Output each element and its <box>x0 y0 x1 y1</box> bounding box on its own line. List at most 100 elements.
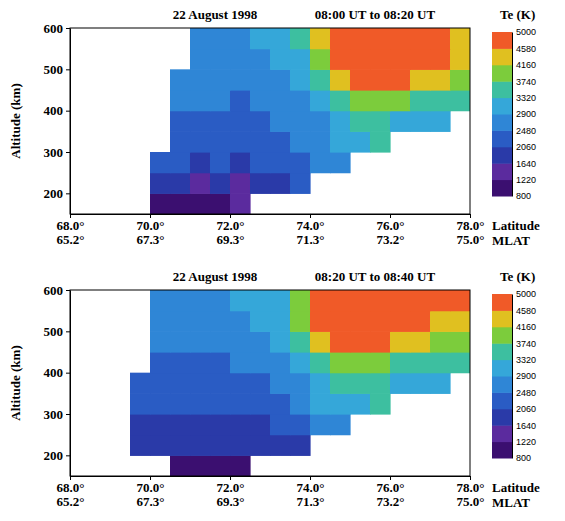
cell <box>210 152 231 173</box>
colorbar-axis-tick: 3740 <box>512 77 536 87</box>
cell <box>250 131 271 152</box>
cell <box>190 69 211 90</box>
y-axis-title: Altitude (km) <box>8 83 23 158</box>
colorbar-block <box>492 425 512 442</box>
cell <box>450 352 470 373</box>
cell <box>370 393 391 414</box>
x2-axis-tick: 71.3° <box>297 214 325 247</box>
colorbar-axis-tick-label: 2480 <box>516 388 536 398</box>
cell <box>350 311 371 332</box>
y-axis-line <box>70 29 71 215</box>
cell <box>250 290 271 311</box>
cell <box>430 290 451 311</box>
cell <box>310 28 331 49</box>
x2-axis-tick: 73.2° <box>377 214 405 247</box>
cell <box>270 173 291 194</box>
colorbar-axis-tick-label: 800 <box>516 191 531 201</box>
colorbar-axis-line <box>512 295 513 459</box>
cell <box>410 331 431 352</box>
cell <box>250 331 271 352</box>
colorbar-axis-tick-label: 1220 <box>516 175 536 185</box>
colorbar-axis-tick: 5000 <box>512 289 536 299</box>
colorbar-axis-tick: 2480 <box>512 388 536 398</box>
cell <box>270 28 291 49</box>
cell <box>250 69 271 90</box>
y-axis-tick-mark <box>66 111 70 112</box>
colorbar-block <box>492 442 512 459</box>
colorbar-axis: 8001220164020602480290033203740416045805… <box>512 289 536 463</box>
colorbar-axis-tick: 1220 <box>512 175 536 185</box>
title: 22 August 1998 <box>173 269 258 284</box>
cell <box>290 69 311 90</box>
cell <box>250 90 271 111</box>
cell <box>170 414 191 435</box>
colorbar-block <box>492 81 512 98</box>
cell <box>410 69 431 90</box>
cell <box>450 331 470 352</box>
x-axis-tick-label: 72.0° <box>217 218 245 233</box>
cell <box>370 352 391 373</box>
cell <box>310 69 331 90</box>
cell <box>230 414 251 435</box>
cell <box>190 455 211 476</box>
cell <box>190 393 211 414</box>
cell <box>410 90 431 111</box>
x-axis-line <box>71 214 471 215</box>
x-axis-title: Latitude <box>492 480 540 495</box>
colorbar-axis-tick: 3320 <box>512 93 536 103</box>
cell <box>250 173 271 194</box>
cell <box>290 152 311 173</box>
x2-axis-line <box>71 476 471 477</box>
colorbar-axis-tick: 2900 <box>512 371 536 381</box>
cell <box>230 111 251 132</box>
cell <box>350 373 371 394</box>
cell <box>210 173 231 194</box>
cell <box>190 28 211 49</box>
x-axis-tick: 72.0° <box>217 214 245 233</box>
cell <box>290 373 311 394</box>
x-axis-tick-label: 74.0° <box>297 218 325 233</box>
cell <box>290 435 311 456</box>
cell <box>150 435 171 456</box>
x2-axis-tick: 67.3° <box>137 476 165 509</box>
colorbar-axis-tick: 1220 <box>512 437 536 447</box>
cell <box>350 393 371 414</box>
cell <box>430 352 451 373</box>
cell <box>250 311 271 332</box>
cell <box>310 331 331 352</box>
y-axis-tick: 600 <box>44 283 71 298</box>
colorbar-axis-tick: 800 <box>512 191 531 201</box>
cell <box>190 435 211 456</box>
cell <box>290 173 311 194</box>
y-axis-tick: 500 <box>44 324 71 339</box>
colorbar-axis-tick: 1640 <box>512 421 536 431</box>
colorbar-axis-tick: 4160 <box>512 322 536 332</box>
colorbar-axis-tick-label: 4160 <box>516 60 536 70</box>
cell <box>190 311 211 332</box>
y-axis-tick-label: 600 <box>44 283 64 298</box>
x-axis-tick: 72.0° <box>217 476 245 495</box>
cell <box>350 69 371 90</box>
x2-axis-tick-label: 67.3° <box>137 232 165 247</box>
x-axis-title: Latitude <box>492 218 540 233</box>
y-axis-tick-label: 400 <box>44 365 64 380</box>
cell <box>230 193 251 214</box>
colorbar-axis-tick-label: 1220 <box>516 437 536 447</box>
cell <box>370 290 391 311</box>
x-axis-tick: 78.0° <box>457 476 485 495</box>
cell <box>310 152 331 173</box>
cell <box>250 49 271 70</box>
x2-axis-title: MLAT <box>492 233 530 248</box>
cell <box>190 414 211 435</box>
y-axis-tick-label: 600 <box>44 21 64 36</box>
colorbar-axis-tick-label: 3320 <box>516 355 536 365</box>
cell <box>430 90 451 111</box>
cell <box>330 152 351 173</box>
cell <box>370 90 391 111</box>
colorbar-axis-tick: 5000 <box>512 27 536 37</box>
cell <box>210 111 231 132</box>
cell <box>230 152 251 173</box>
colorbar-block <box>492 147 512 164</box>
cell <box>270 311 291 332</box>
cell <box>170 373 191 394</box>
